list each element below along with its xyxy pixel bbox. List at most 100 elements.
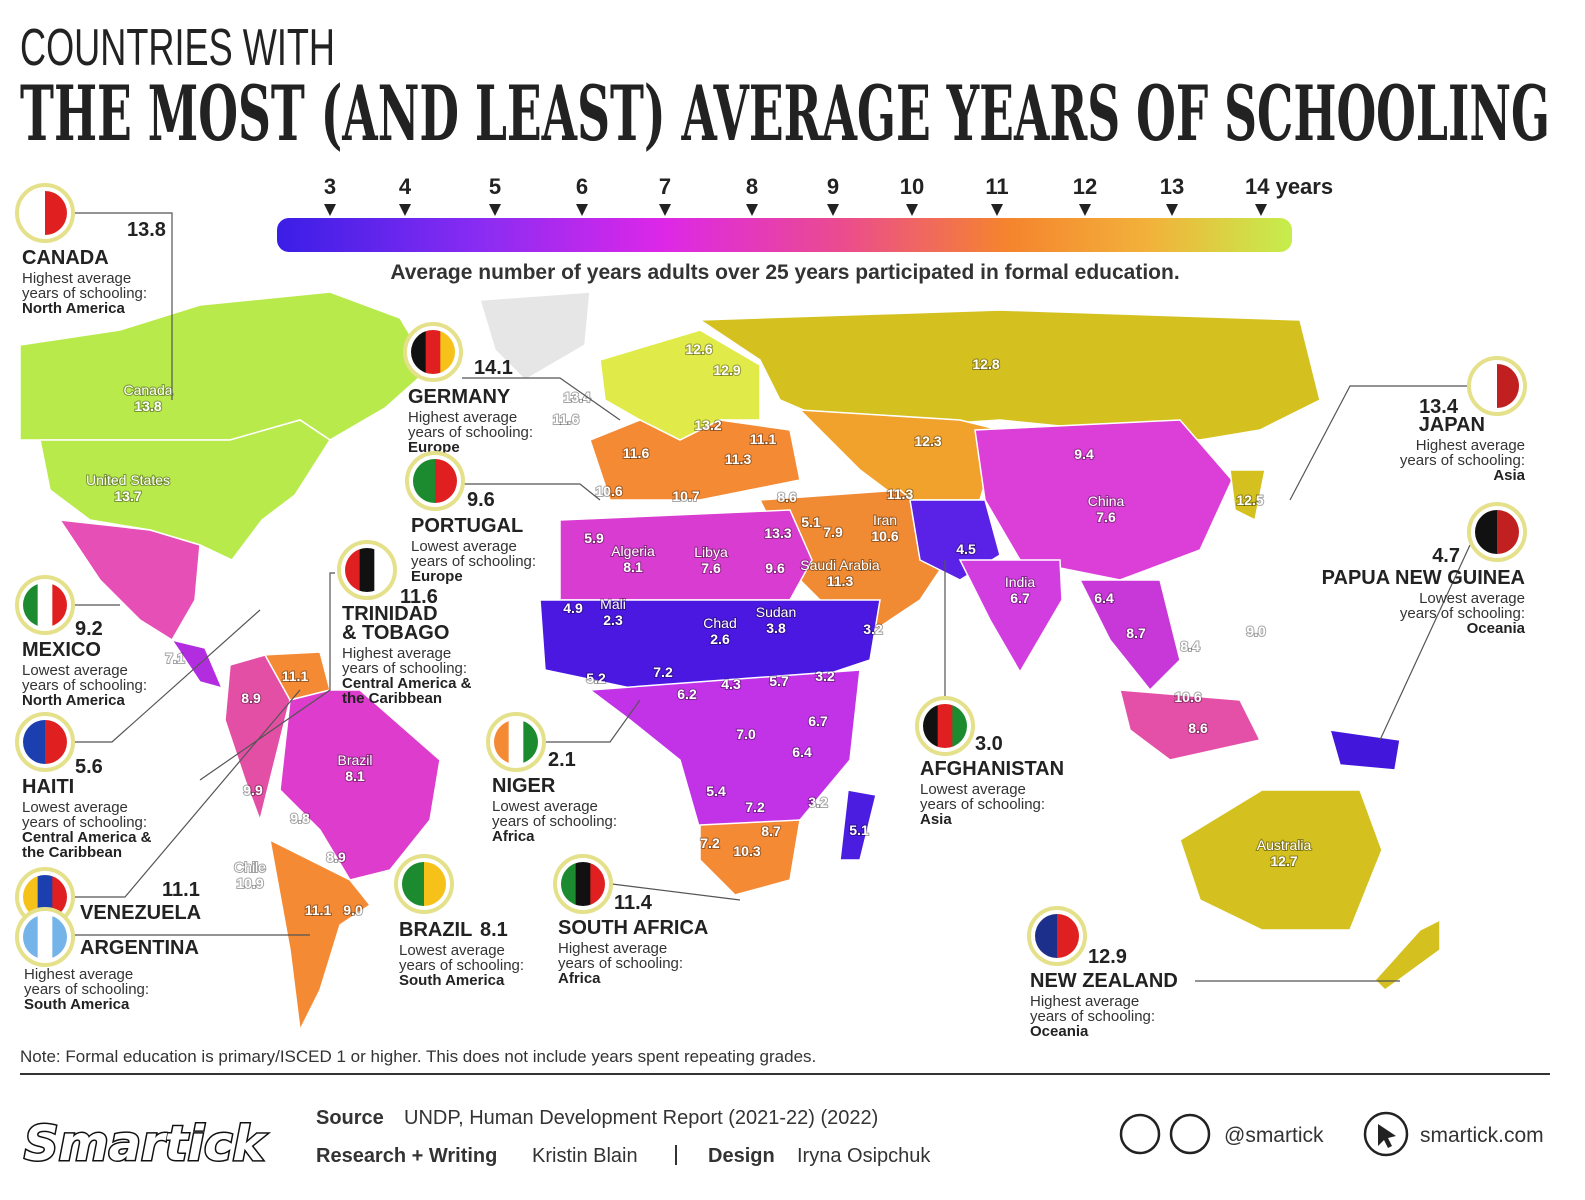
country-value: 3.8 bbox=[766, 620, 786, 636]
flag-band bbox=[509, 720, 524, 764]
country-name: Australia bbox=[1257, 837, 1312, 853]
country-value: 10.9 bbox=[236, 875, 263, 891]
flag-band bbox=[345, 548, 360, 592]
scale-tick bbox=[489, 204, 501, 216]
leader-line bbox=[72, 609, 261, 743]
callout-region: Oceania bbox=[1030, 1023, 1089, 1040]
country-value: 12.3 bbox=[914, 433, 941, 449]
callout-desc: Lowest average bbox=[920, 781, 1026, 798]
callout-region: Central America & bbox=[342, 675, 472, 692]
flag-band bbox=[402, 862, 425, 906]
country-name: Saudi Arabia bbox=[800, 557, 880, 573]
flag-band bbox=[494, 720, 509, 764]
flag-band bbox=[424, 862, 447, 906]
country-value: 13.8 bbox=[134, 398, 161, 414]
callout-country: JAPAN bbox=[1419, 414, 1485, 436]
callout-desc: years of schooling: bbox=[24, 981, 149, 998]
callout-desc: years of schooling: bbox=[408, 424, 533, 441]
scale-tick bbox=[1079, 204, 1091, 216]
flag-band bbox=[411, 330, 426, 374]
callout-country: ARGENTINA bbox=[80, 937, 199, 959]
flag-band bbox=[52, 583, 67, 627]
country-value: 9.9 bbox=[243, 782, 263, 798]
callout-desc: Lowest average bbox=[22, 662, 128, 679]
callout-region: the Caribbean bbox=[22, 844, 122, 861]
callout-value: 14.1 bbox=[474, 357, 513, 379]
flag-band bbox=[440, 330, 455, 374]
callout-desc: Lowest average bbox=[399, 942, 505, 959]
color-scale bbox=[277, 218, 1292, 252]
scale-tick-label: 9 bbox=[827, 174, 839, 199]
flag-band bbox=[45, 720, 68, 764]
callout-region: North America bbox=[22, 300, 125, 317]
callout-region: Europe bbox=[411, 568, 463, 585]
flag-band bbox=[23, 915, 38, 959]
flag-band bbox=[38, 915, 53, 959]
country-value: 12.8 bbox=[972, 356, 999, 372]
callout-value: 11.1 bbox=[162, 879, 200, 901]
callout-desc: years of schooling: bbox=[411, 553, 536, 570]
twitter-icon[interactable] bbox=[1119, 1113, 1161, 1155]
country-value: 5.2 bbox=[586, 670, 606, 686]
callout-region: Oceania bbox=[1467, 620, 1526, 637]
country-value: 10.7 bbox=[672, 488, 699, 504]
flag-band bbox=[374, 548, 389, 592]
country-value: 7.0 bbox=[736, 726, 756, 742]
scale-tick-label: 4 bbox=[399, 174, 412, 199]
country-name: China bbox=[1088, 493, 1125, 509]
callout-region: Africa bbox=[492, 828, 535, 845]
country-value: 11.3 bbox=[827, 573, 854, 589]
scale-tick bbox=[746, 204, 758, 216]
website[interactable]: smartick.com bbox=[1420, 1124, 1544, 1147]
callout-desc: years of schooling: bbox=[342, 660, 467, 677]
callout-desc: Highest average bbox=[342, 645, 451, 662]
leader-line bbox=[1379, 544, 1471, 741]
instagram-icon[interactable] bbox=[1169, 1113, 1211, 1155]
callout-country: VENEZUELA bbox=[80, 902, 201, 924]
country-value: 3.2 bbox=[808, 794, 828, 810]
country-value: 4.9 bbox=[563, 600, 583, 616]
country-value: 10.3 bbox=[733, 843, 760, 859]
scale-tick-label: 3 bbox=[324, 174, 336, 199]
leader-line bbox=[464, 483, 601, 501]
country-value: 11.1 bbox=[750, 431, 777, 447]
scale-caption: Average number of years adults over 25 y… bbox=[390, 261, 1179, 284]
callout-desc: Highest average bbox=[1416, 437, 1525, 454]
country-value: 7.6 bbox=[701, 560, 721, 576]
scale-tick bbox=[324, 204, 336, 216]
country-value: 6.7 bbox=[1010, 590, 1030, 606]
callout-desc: years of schooling: bbox=[920, 796, 1045, 813]
flag-band bbox=[435, 459, 458, 503]
country-value: 9.0 bbox=[343, 902, 363, 918]
callout-country: HAITI bbox=[22, 776, 74, 798]
callout-region: Europe bbox=[408, 439, 460, 456]
callout-desc: Lowest average bbox=[411, 538, 517, 555]
social-handle[interactable]: @smartick bbox=[1224, 1124, 1324, 1147]
scale-tick-label: 6 bbox=[576, 174, 588, 199]
scale-tick-label: 7 bbox=[659, 174, 671, 199]
research: Kristin Blain bbox=[532, 1145, 638, 1167]
flag-band bbox=[38, 583, 53, 627]
flag-band bbox=[360, 548, 375, 592]
web-icon[interactable] bbox=[1363, 1111, 1409, 1157]
scale-tick bbox=[827, 204, 839, 216]
country-value: 3.2 bbox=[815, 668, 835, 684]
country-value: 2.3 bbox=[603, 612, 623, 628]
callout-desc: years of schooling: bbox=[1400, 452, 1525, 469]
country-value: 10.6 bbox=[595, 483, 622, 499]
country-value: 7.2 bbox=[745, 799, 765, 815]
scale-tick-label: 11 bbox=[985, 174, 1008, 199]
callout-value: 3.0 bbox=[975, 733, 1003, 755]
country-value: 10.6 bbox=[871, 528, 898, 544]
flag-band bbox=[590, 862, 605, 906]
callout-country: NIGER bbox=[492, 775, 556, 797]
callout-value: 2.1 bbox=[548, 749, 576, 771]
flag-band bbox=[523, 720, 538, 764]
country-name: Algeria bbox=[611, 543, 655, 559]
callout-desc: Highest average bbox=[24, 966, 133, 983]
callout-desc: Highest average bbox=[22, 270, 131, 287]
country-name: Mali bbox=[600, 596, 626, 612]
